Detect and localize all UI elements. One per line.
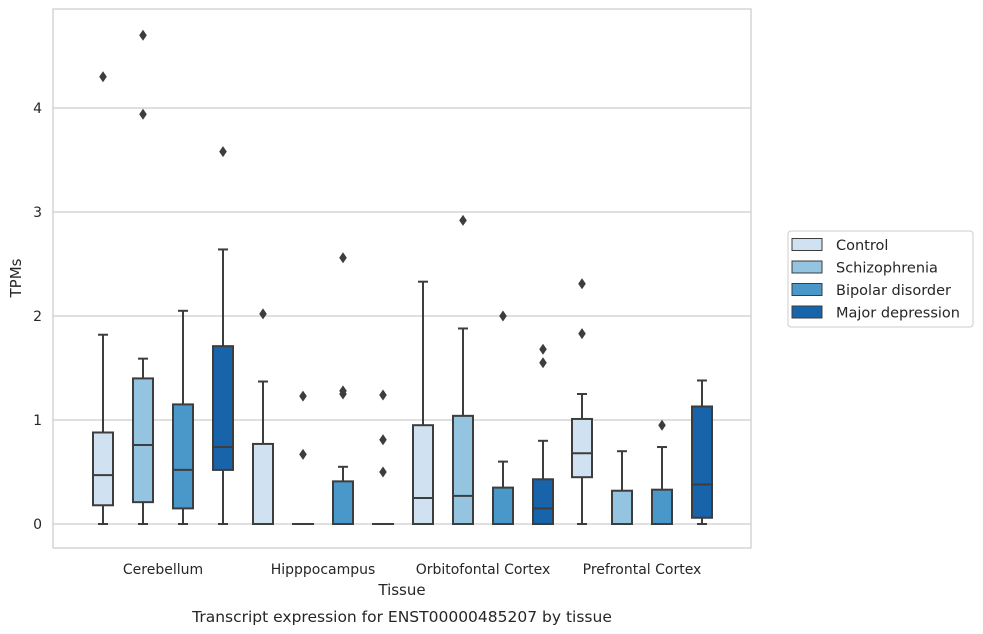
legend-swatch: [791, 283, 823, 296]
outlier-point: [379, 389, 387, 401]
chart-caption: Transcript expression for ENST0000048520…: [191, 608, 612, 626]
grid-lines: [53, 107, 751, 525]
boxes-layer: [92, 29, 713, 526]
outlier-point: [459, 214, 467, 226]
box-body: [651, 488, 673, 525]
box-group: [332, 252, 354, 525]
box-body: [132, 377, 154, 504]
box-group: [412, 280, 434, 526]
x-axis-title: Tissue: [377, 581, 425, 599]
y-tick-label: 2: [33, 309, 42, 325]
outlier-point: [658, 419, 666, 431]
outlier-point: [539, 357, 547, 369]
box-group: [492, 310, 514, 526]
y-axis-title: TPMs: [7, 258, 25, 298]
x-tick-label: Prefrontal Cortex: [583, 562, 702, 578]
outlier-point: [578, 328, 586, 340]
outlier-point: [379, 466, 387, 478]
box-group: [372, 389, 394, 526]
outlier-point: [299, 390, 307, 402]
box-group: [92, 71, 114, 525]
x-tick-label: Cerebellum: [123, 562, 203, 578]
box-body: [611, 489, 633, 525]
box-body: [452, 414, 474, 525]
box-group: [292, 390, 314, 526]
legend: Control Schizophrenia Bipolar disorder Majo…: [787, 230, 974, 328]
legend-label: Major depression: [836, 306, 960, 322]
outlier-point: [578, 278, 586, 290]
x-tick-label: Hipppocampus: [271, 562, 376, 578]
legend-swatch: [791, 260, 823, 274]
box-group: [691, 379, 713, 525]
legend-swatch: [791, 305, 823, 319]
y-tick-label: 4: [33, 101, 42, 117]
box-body: [332, 480, 354, 525]
box-body: [92, 431, 114, 507]
plot-area-frame: [52, 8, 752, 549]
outlier-point: [299, 448, 307, 460]
outlier-point: [339, 385, 347, 397]
box-body: [571, 417, 593, 479]
outlier-point: [539, 343, 547, 355]
box-body: [252, 442, 274, 526]
box-body: [212, 345, 234, 471]
x-tick-labels: Cerebellum Hipppocampus Orbitofontal Corte…: [123, 562, 701, 578]
y-tick-labels: 0 1 2 3 4: [33, 101, 42, 533]
outlier-point: [379, 434, 387, 446]
box-body: [532, 478, 554, 525]
box-body: [412, 424, 434, 526]
outlier-point: [139, 29, 147, 41]
legend-label: Bipolar disorder: [836, 283, 951, 299]
box-body: [492, 486, 514, 526]
box-group: [532, 343, 554, 525]
y-tick-label: 1: [33, 413, 42, 429]
box-group: [571, 278, 593, 525]
box-group: [132, 29, 154, 525]
legend-frame: [787, 230, 974, 328]
box-group: [452, 214, 474, 525]
outlier-point: [339, 252, 347, 264]
outlier-point: [219, 146, 227, 158]
box-group: [651, 419, 673, 525]
legend-swatch: [791, 238, 823, 251]
outlier-point: [99, 71, 107, 83]
box-body: [172, 403, 194, 510]
box-group: [172, 309, 194, 525]
outlier-point: [259, 308, 267, 320]
outlier-point: [499, 310, 507, 322]
box-body: [691, 405, 713, 519]
box-group: [252, 308, 274, 526]
legend-items: Control Schizophrenia Bipolar disorder Majo…: [791, 238, 960, 322]
outlier-point: [139, 108, 147, 120]
x-tick-label: Orbitofontal Cortex: [416, 562, 551, 578]
legend-label: Control: [836, 238, 888, 254]
y-tick-label: 0: [33, 517, 42, 533]
legend-label: Schizophrenia: [836, 261, 938, 277]
box-group: [212, 146, 234, 525]
y-tick-label: 3: [33, 205, 42, 221]
box-group: [611, 450, 633, 525]
